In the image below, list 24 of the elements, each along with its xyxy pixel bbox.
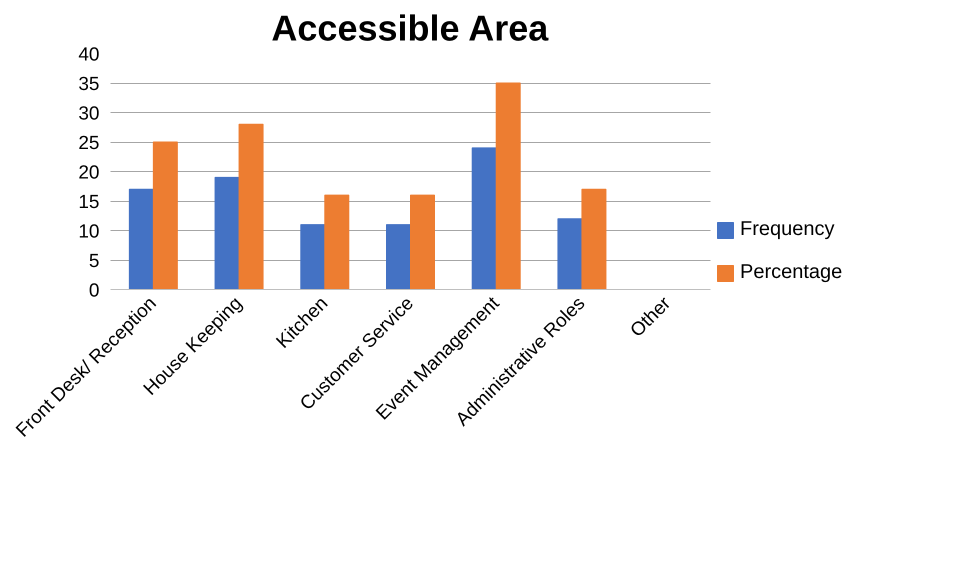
- bar: [410, 194, 435, 290]
- bar: [472, 147, 497, 290]
- bar: [238, 124, 264, 290]
- bar: [324, 194, 350, 290]
- y-tick-label: 40: [78, 44, 100, 66]
- y-tick-label: 10: [78, 222, 100, 242]
- y-tick-label: 35: [78, 74, 100, 95]
- bar: [128, 188, 154, 290]
- bar: [214, 176, 240, 290]
- bar: [152, 142, 178, 290]
- y-tick-label: 0: [88, 280, 100, 302]
- y-tick-label: 15: [78, 192, 100, 213]
- chart-title: Accessible Area: [271, 8, 550, 48]
- bar: [557, 218, 582, 290]
- y-tick-label: 25: [78, 133, 100, 154]
- y-tick-label: 5: [88, 251, 100, 272]
- bar: [386, 224, 411, 290]
- legend-label: Percentage: [740, 261, 842, 284]
- bar: [300, 224, 326, 290]
- legend-label: Frequency: [740, 218, 834, 241]
- y-tick-label: 20: [78, 162, 100, 184]
- bar: [496, 82, 521, 290]
- bar: [581, 188, 606, 290]
- y-tick-label: 30: [78, 104, 100, 124]
